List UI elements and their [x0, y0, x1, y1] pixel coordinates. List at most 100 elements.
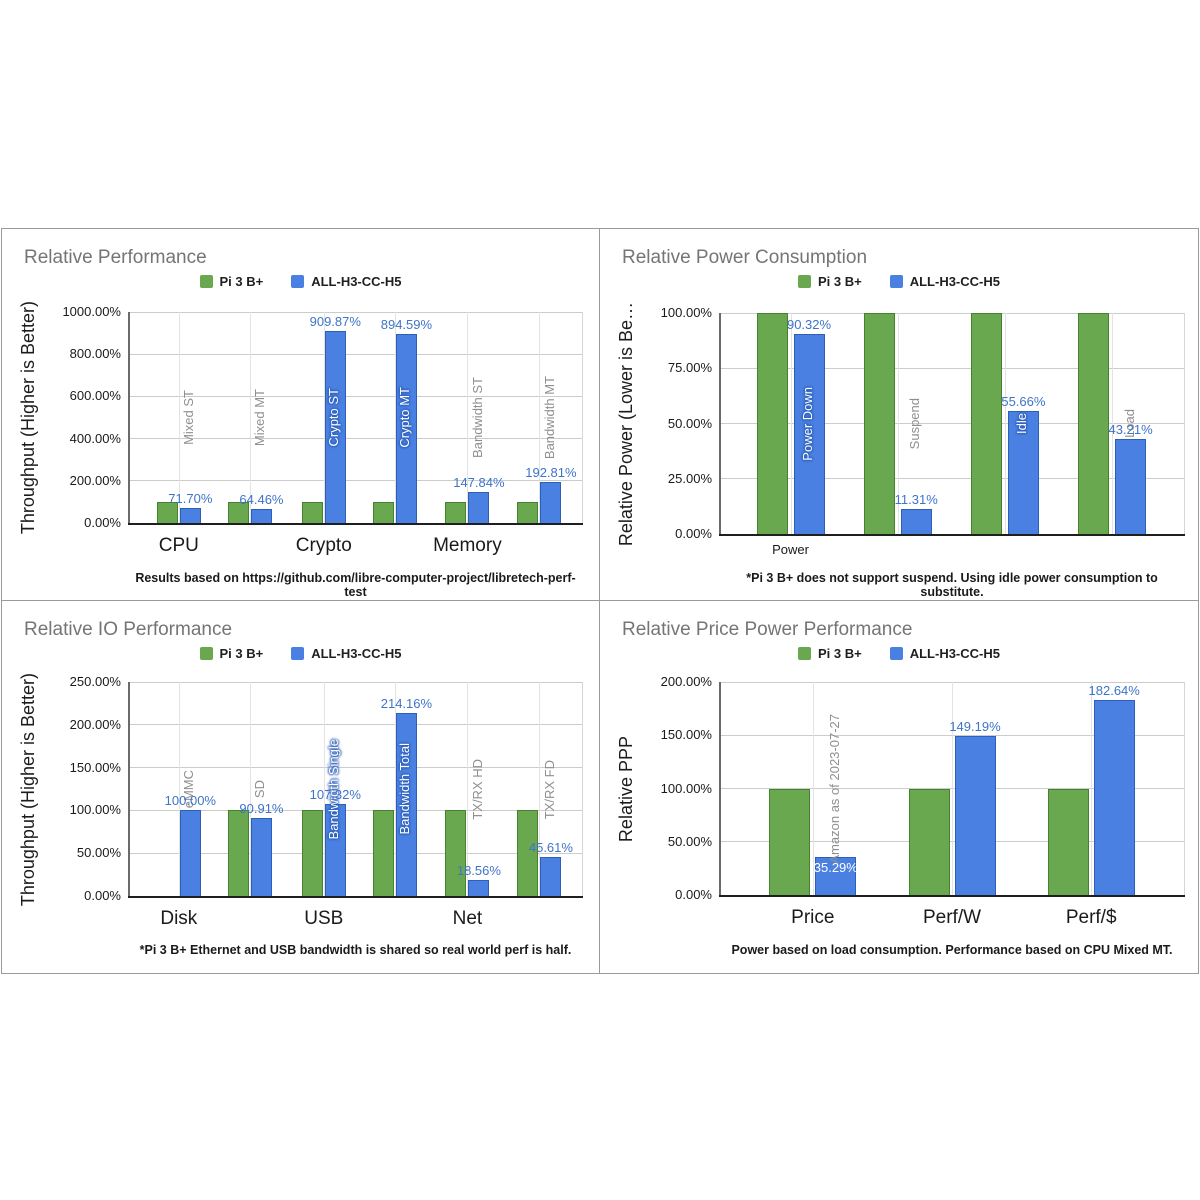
legend-item-allh3: ALL-H3-CC-H5 [291, 274, 402, 289]
gridline [790, 313, 792, 534]
gridline [952, 682, 953, 895]
value-label: 107.32% [309, 787, 361, 803]
value-label: 45.61% [528, 839, 573, 855]
gridline [129, 480, 582, 482]
y-tick-label: 0.00% [84, 888, 121, 903]
point-label: Crypto ST [326, 388, 342, 447]
point-label: TX/RX HD [469, 758, 485, 820]
legend-item-pi3b: Pi 3 B+ [199, 274, 264, 289]
bar-pi3b [445, 810, 467, 896]
point-label: Suspend [907, 398, 923, 450]
bar-allh3 [540, 482, 562, 523]
legend-item-pi3b: Pi 3 B+ [798, 274, 862, 289]
y-tick-label: 250.00% [69, 674, 121, 689]
bar-pi3b [1078, 313, 1110, 534]
bar-pi3b [970, 313, 1002, 534]
legend-swatch-green [798, 647, 811, 660]
bar-pi3b [372, 810, 394, 896]
legend-label-pi3b: Pi 3 B+ [818, 646, 862, 661]
gridline [323, 312, 325, 523]
gridline [720, 478, 1184, 480]
legend-item-allh3: ALL-H3-CC-H5 [291, 646, 402, 661]
bar-allh3 [954, 736, 996, 895]
y-tick-label: 100.00% [69, 802, 121, 818]
y-tick-label: 75.00% [667, 360, 712, 376]
category-label: Disk [160, 908, 198, 929]
point-label: Mixed ST [181, 390, 197, 445]
legend-label-pi3b: Pi 3 B+ [219, 646, 264, 661]
legend-label-pi3b: Pi 3 B+ [818, 274, 862, 289]
y-axis-title: Throughput (Higher is Better) [18, 301, 38, 535]
category-label: Price [791, 907, 835, 928]
point-label: Bandwidth MT [541, 376, 557, 460]
gridline [178, 682, 180, 896]
point-label: SD [252, 780, 268, 799]
legend-swatch-blue [889, 647, 903, 660]
legend: Pi 3 B+ ALL-H3-CC-H5 [2, 274, 599, 289]
bar-allh3 [324, 331, 346, 523]
legend-swatch-blue [889, 275, 903, 288]
bar-pi3b [517, 810, 539, 896]
y-axis-title: Relative Power (Lower is Be… [616, 301, 636, 546]
gridline [467, 312, 469, 523]
bar-allh3 [179, 810, 201, 896]
gridline [129, 681, 582, 683]
gridline [129, 809, 582, 811]
category-label: Power [772, 542, 809, 557]
gridline [1184, 682, 1185, 895]
gridline [323, 682, 325, 896]
bar-allh3 [250, 818, 272, 896]
bar-pi3b [756, 313, 788, 534]
gridline [539, 312, 541, 523]
gridline [129, 311, 582, 313]
category-label: Memory [433, 535, 502, 556]
bar-allh3 [324, 804, 346, 896]
point-label: Bandwidth Total [397, 743, 413, 835]
chart-grid: Relative Performance Pi 3 B+ ALL-H3-CC-H… [1, 228, 1199, 974]
value-label: 147.84% [453, 474, 505, 490]
category-label: Perf/$ [1065, 907, 1117, 928]
chart-footnote: Results based on https://github.com/libr… [135, 571, 576, 599]
point-label: Power Down [800, 386, 816, 461]
gridline [582, 682, 583, 896]
value-label: 90.91% [239, 801, 284, 817]
y-tick-label: 100.00% [660, 780, 712, 796]
bar-allh3 [1007, 410, 1039, 534]
value-label: 35.29% [813, 860, 858, 876]
gridline [897, 313, 899, 534]
y-axis-line [128, 312, 130, 523]
legend: Pi 3 B+ ALL-H3-CC-H5 [2, 646, 599, 661]
value-label: 43.21% [1108, 421, 1153, 437]
bar-pi3b [372, 501, 394, 523]
y-tick-label: 0.00% [84, 515, 121, 530]
value-label: 90.32% [786, 317, 832, 333]
bar-pi3b [156, 501, 178, 523]
bar-pi3b [227, 810, 249, 896]
y-tick-label: 800.00% [69, 346, 121, 362]
gridline [1004, 313, 1006, 534]
gridline [129, 724, 582, 726]
legend-label-pi3b: Pi 3 B+ [219, 274, 264, 289]
value-label: 100.00% [164, 793, 216, 809]
gridline [1091, 682, 1093, 895]
y-tick-label: 25.00% [667, 470, 712, 486]
bar-allh3 [179, 507, 201, 523]
value-label: 11.31% [894, 492, 938, 507]
y-tick-label: 1000.00% [62, 304, 121, 319]
bar-allh3 [468, 491, 490, 523]
bar-allh3 [1093, 700, 1135, 895]
legend-label-allh3: ALL-H3-CC-H5 [909, 274, 1000, 289]
chart-panel-relative-price-power-performance: Relative Price Power Performance Pi 3 B+… [600, 601, 1198, 973]
legend-swatch-blue [291, 647, 305, 660]
y-tick-label: 0.00% [675, 526, 712, 541]
chart-title: Relative IO Performance [24, 619, 233, 640]
bar-allh3 [540, 856, 562, 896]
legend-label-allh3: ALL-H3-CC-H5 [909, 646, 1000, 661]
legend: Pi 3 B+ ALL-H3-CC-H5 [600, 274, 1198, 289]
gridline [394, 682, 396, 896]
bar-pi3b [769, 788, 811, 895]
point-label: TX/RX FD [541, 759, 557, 819]
bar-allh3 [815, 857, 857, 895]
point-label: Crypto MT [397, 387, 413, 448]
y-tick-label: 50.00% [667, 415, 712, 431]
